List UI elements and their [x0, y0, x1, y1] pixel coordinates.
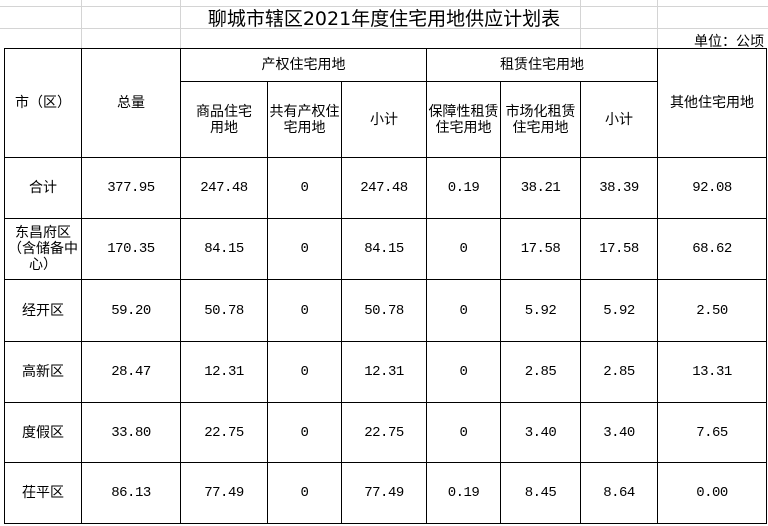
table-row: 度假区 33.80 22.75 0 22.75 0 3.40 3.40 7.65: [4, 402, 767, 463]
table-row: 合计 377.95 247.48 0 247.48 0.19 38.21 38.39 92.08: [4, 157, 767, 219]
header-rental-group[interactable]: 租赁住宅用地: [426, 48, 658, 82]
district-cell[interactable]: 经开区: [4, 279, 82, 342]
district-cell[interactable]: 茌平区: [4, 462, 82, 524]
value-cell[interactable]: 0.19: [426, 157, 501, 219]
value-cell[interactable]: 38.39: [580, 157, 658, 219]
district-name: 高新区: [22, 364, 64, 380]
header-affordable-rental[interactable]: 保障性租赁住宅用地: [426, 81, 501, 158]
district-name: 茌平区: [22, 485, 64, 501]
table-row: 茌平区 86.13 77.49 0 77.49 0.19 8.45 8.64 0.00: [4, 462, 767, 524]
district-name: 经开区: [22, 302, 64, 319]
value-cell[interactable]: 0: [426, 218, 501, 280]
value-cell[interactable]: 77.49: [341, 462, 427, 524]
value-cell[interactable]: 33.80: [81, 402, 181, 463]
value-cell[interactable]: 12.31: [180, 341, 268, 403]
header-property-subtotal[interactable]: 小计: [341, 81, 427, 158]
value-cell[interactable]: 2.50: [657, 279, 767, 342]
value-cell[interactable]: 8.64: [580, 462, 658, 524]
value-cell[interactable]: 0: [267, 402, 342, 463]
value-cell[interactable]: 5.92: [580, 279, 658, 342]
value-cell[interactable]: 0.00: [657, 462, 767, 524]
value-cell[interactable]: 2.85: [580, 341, 658, 403]
district-cell[interactable]: 高新区: [4, 341, 82, 403]
value-cell[interactable]: 22.75: [180, 402, 268, 463]
sheet-gridline: [0, 6, 768, 7]
sheet-gridline: [657, 0, 658, 48]
table-row: 东昌府区（含储备中心） 170.35 84.15 0 84.15 0 17.58 17.58 6…: [4, 218, 767, 280]
table-row: 经开区 59.20 50.78 0 50.78 0 5.92 5.92 2.50: [4, 279, 767, 342]
value-cell[interactable]: 13.31: [657, 341, 767, 403]
value-cell[interactable]: 2.85: [500, 341, 581, 403]
value-cell[interactable]: 0: [267, 218, 342, 280]
value-cell[interactable]: 28.47: [81, 341, 181, 403]
header-commercial-text: 商品住宅用地: [196, 103, 252, 136]
value-cell[interactable]: 247.48: [180, 157, 268, 219]
unit-label: 单位：公顷: [694, 34, 764, 50]
value-cell[interactable]: 59.20: [81, 279, 181, 342]
value-cell[interactable]: 68.62: [657, 218, 767, 280]
header-commercial[interactable]: 商品住宅用地: [180, 81, 268, 158]
district-name: 合计: [29, 180, 57, 196]
value-cell[interactable]: 84.15: [341, 218, 427, 280]
header-shared-text: 共有产权住宅用地: [269, 103, 340, 136]
value-cell[interactable]: 17.58: [580, 218, 658, 280]
district-cell[interactable]: 东昌府区（含储备中心）: [4, 218, 82, 280]
value-cell[interactable]: 92.08: [657, 157, 767, 219]
sheet-gridline: [180, 0, 181, 48]
value-cell[interactable]: 0: [267, 157, 342, 219]
value-cell[interactable]: 50.78: [341, 279, 427, 342]
value-cell[interactable]: 84.15: [180, 218, 268, 280]
table-row: 高新区 28.47 12.31 0 12.31 0 2.85 2.85 13.31: [4, 341, 767, 403]
header-property-group[interactable]: 产权住宅用地: [180, 48, 427, 82]
value-cell[interactable]: 0: [267, 462, 342, 524]
value-cell[interactable]: 3.40: [580, 402, 658, 463]
value-cell[interactable]: 8.45: [500, 462, 581, 524]
district-cell[interactable]: 合计: [4, 157, 82, 219]
value-cell[interactable]: 7.65: [657, 402, 767, 463]
sheet-gridline: [580, 0, 581, 48]
value-cell[interactable]: 3.40: [500, 402, 581, 463]
supply-plan-table: 市（区） 总量 产权住宅用地 租赁住宅用地 其他住宅用地 商品住宅用地 共有产权…: [4, 48, 767, 524]
value-cell[interactable]: 0: [267, 279, 342, 342]
header-rental-subtotal[interactable]: 小计: [580, 81, 658, 158]
value-cell[interactable]: 170.35: [81, 218, 181, 280]
value-cell[interactable]: 86.13: [81, 462, 181, 524]
header-shared[interactable]: 共有产权住宅用地: [267, 81, 342, 158]
header-total[interactable]: 总量: [81, 48, 181, 158]
header-affordable-rental-text: 保障性租赁住宅用地: [428, 103, 499, 136]
header-market-rental[interactable]: 市场化租赁住宅用地: [500, 81, 581, 158]
sheet-title: 聊城市辖区2021年度住宅用地供应计划表: [207, 8, 561, 30]
value-cell[interactable]: 247.48: [341, 157, 427, 219]
value-cell[interactable]: 50.78: [180, 279, 268, 342]
value-cell[interactable]: 377.95: [81, 157, 181, 219]
sheet-gridline: [81, 0, 82, 48]
value-cell[interactable]: 22.75: [341, 402, 427, 463]
value-cell[interactable]: 0: [426, 341, 501, 403]
value-cell[interactable]: 77.49: [180, 462, 268, 524]
header-district[interactable]: 市（区）: [4, 48, 82, 158]
value-cell[interactable]: 12.31: [341, 341, 427, 403]
district-name: 东昌府区（含储备中心）: [8, 225, 78, 273]
district-name: 度假区: [22, 424, 64, 441]
header-other[interactable]: 其他住宅用地: [657, 48, 767, 158]
table-body: 合计 377.95 247.48 0 247.48 0.19 38.21 38.39 92.08…: [4, 157, 767, 524]
value-cell[interactable]: 38.21: [500, 157, 581, 219]
value-cell[interactable]: 0: [426, 402, 501, 463]
value-cell[interactable]: 5.92: [500, 279, 581, 342]
value-cell[interactable]: 0.19: [426, 462, 501, 524]
district-cell[interactable]: 度假区: [4, 402, 82, 463]
value-cell[interactable]: 0: [267, 341, 342, 403]
header-market-rental-text: 市场化租赁住宅用地: [505, 103, 576, 136]
value-cell[interactable]: 0: [426, 279, 501, 342]
value-cell[interactable]: 17.58: [500, 218, 581, 280]
sheet-gridline: [0, 28, 768, 29]
